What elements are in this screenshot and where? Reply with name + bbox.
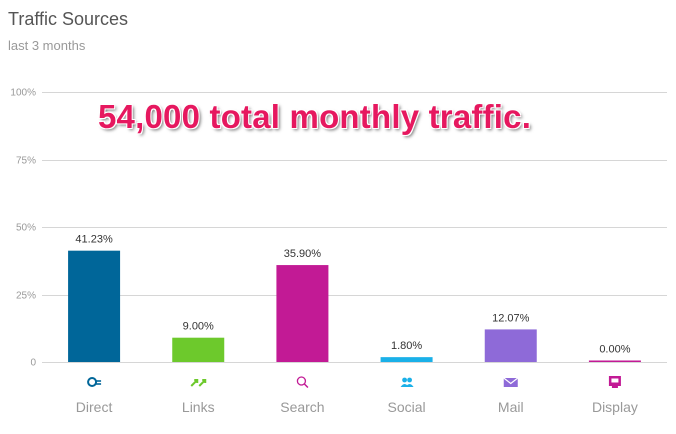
chart-title: Traffic Sources	[8, 9, 129, 29]
y-tick-label: 100%	[10, 88, 36, 99]
search-icon	[296, 376, 309, 389]
data-label: 1.80%	[391, 340, 422, 352]
bar-search	[276, 265, 329, 362]
y-tick-label: 0	[30, 358, 36, 369]
traffic-callout: 54,000 total monthly traffic.	[98, 98, 532, 135]
data-label: 9.00%	[183, 321, 214, 333]
y-tick-label: 25%	[16, 291, 36, 302]
mail-icon	[503, 377, 519, 387]
bar-mail	[484, 329, 537, 362]
category-label: Direct	[76, 399, 113, 415]
category-label: Links	[182, 399, 215, 415]
social-icon	[400, 377, 414, 387]
y-tick-label: 50%	[16, 223, 36, 234]
bar-links	[172, 337, 225, 362]
data-label: 0.00%	[599, 344, 630, 356]
data-label: 12.07%	[492, 312, 530, 324]
category-label: Social	[388, 399, 426, 415]
chart-subtitle: last 3 months	[8, 38, 86, 53]
direct-icon	[87, 377, 102, 387]
category-label: Display	[592, 399, 638, 415]
data-label: 35.90%	[284, 248, 322, 260]
bar-social	[380, 357, 433, 362]
bar-direct	[68, 250, 121, 362]
y-tick-label: 75%	[16, 156, 36, 167]
bar-display	[588, 360, 641, 362]
category-label: Mail	[498, 399, 524, 415]
data-label: 41.23%	[75, 234, 113, 246]
links-icon	[190, 379, 207, 387]
category-label: Search	[280, 399, 324, 415]
display-icon	[608, 376, 621, 388]
